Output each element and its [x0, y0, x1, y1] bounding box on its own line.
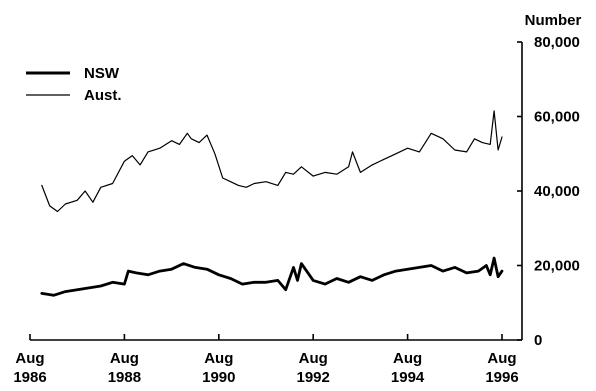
y-tick-label: 60,000 [534, 109, 580, 126]
x-tick-label-month: Aug [110, 350, 139, 367]
x-tick-label-month: Aug [15, 350, 44, 367]
y-tick-label: 80,000 [534, 34, 580, 51]
x-tick-label-year: 1986 [13, 369, 46, 386]
y-tick-label: 20,000 [534, 258, 580, 275]
y-axis-ticks: 0 20,000 40,000 60,000 80,000 [517, 34, 580, 349]
x-tick-label-year: 1996 [485, 369, 518, 386]
y-tick-label: 0 [534, 332, 542, 349]
series-group [40, 110, 504, 297]
x-tick-label-year: 1988 [108, 369, 141, 386]
x-tick-label-month: Aug [299, 350, 328, 367]
y-axis-unit-label: Number [525, 12, 582, 29]
legend-label-aust: Aust. [84, 87, 122, 104]
series-line-aust [41, 110, 503, 213]
x-tick-label-month: Aug [393, 350, 422, 367]
series-line-nsw [40, 256, 504, 297]
x-tick-label-month: Aug [204, 350, 233, 367]
x-axis-ticks: Aug 1986 Aug 1988 Aug 1990 Aug 1992 Aug 1994 Aug 19… [13, 334, 519, 386]
x-tick-label-year: 1992 [297, 369, 330, 386]
y-tick-label: 40,000 [534, 183, 580, 200]
legend-label-nsw: NSW [84, 65, 120, 82]
legend: NSW Aust. [26, 65, 122, 104]
x-tick-label-year: 1994 [391, 369, 425, 386]
x-tick-label-month: Aug [487, 350, 516, 367]
x-tick-label-year: 1990 [202, 369, 235, 386]
